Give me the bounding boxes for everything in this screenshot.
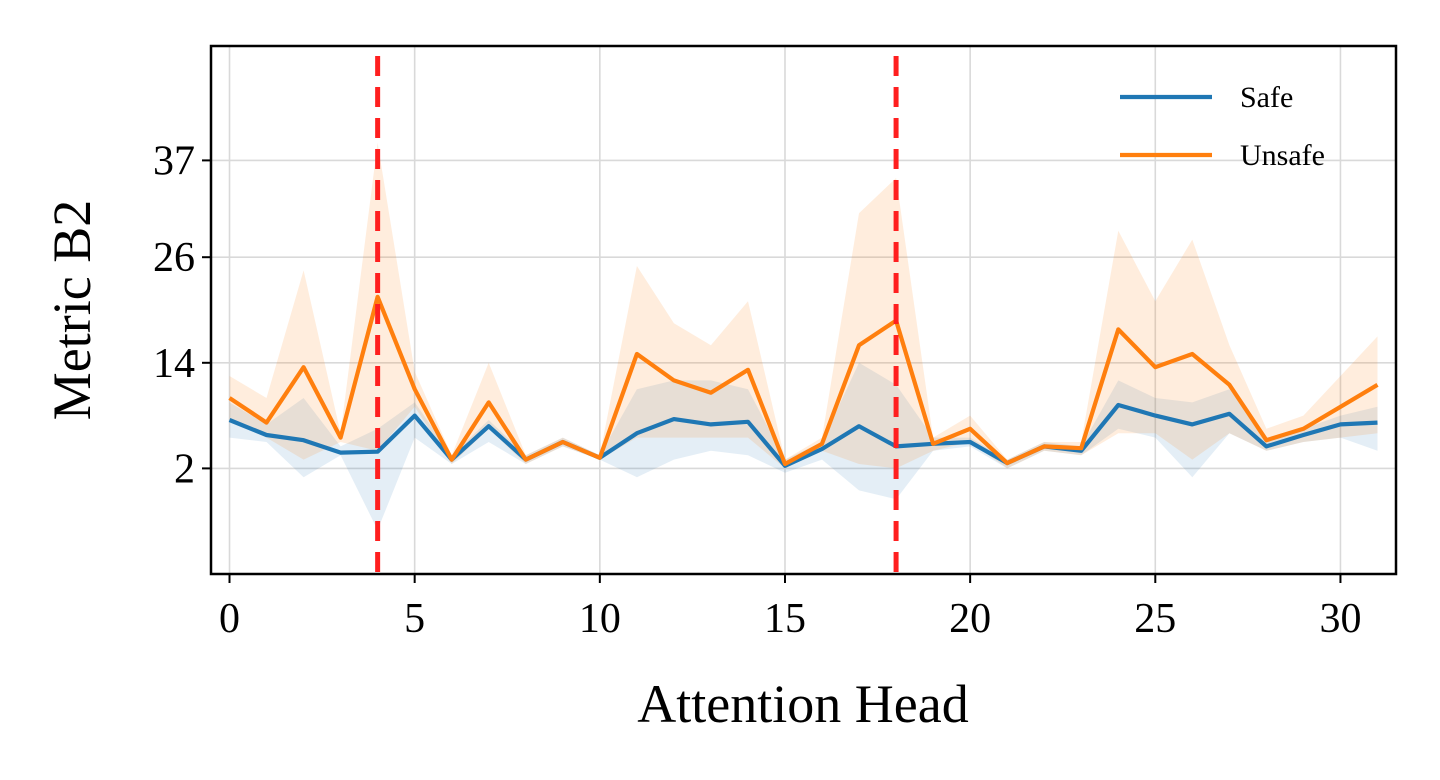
series-line-safe: [228, 402, 1378, 468]
x-tick-label: 25: [1134, 596, 1176, 642]
x-tick-label: 0: [219, 596, 240, 642]
y-tick-label: 26: [153, 235, 195, 281]
series-lines: [228, 294, 1379, 468]
legend-label-unsafe: Unsafe: [1240, 139, 1325, 172]
x-tick-label: 10: [579, 596, 621, 642]
y-tick-label: 37: [153, 138, 195, 184]
plot-frame: [209, 44, 1398, 576]
axis-ticks: 0 5 10 15 20 25 30 2 14 26 37: [153, 138, 1361, 642]
reference-lines: [375, 56, 899, 574]
legend: Safe Unsafe: [1120, 81, 1325, 172]
legend-label-safe: Safe: [1240, 81, 1293, 114]
x-tick-label: 20: [949, 596, 991, 642]
y-tick-label: 14: [153, 341, 195, 387]
x-tick-label: 5: [404, 596, 425, 642]
gridlines: [211, 46, 1396, 574]
x-axis-title: Attention Head: [637, 674, 968, 734]
series-line-unsafe: [228, 294, 1379, 467]
x-tick-label: 15: [764, 596, 806, 642]
y-tick-label: 2: [174, 446, 195, 492]
y-axis-title: Metric B2: [42, 200, 102, 420]
x-tick-label: 30: [1319, 596, 1361, 642]
